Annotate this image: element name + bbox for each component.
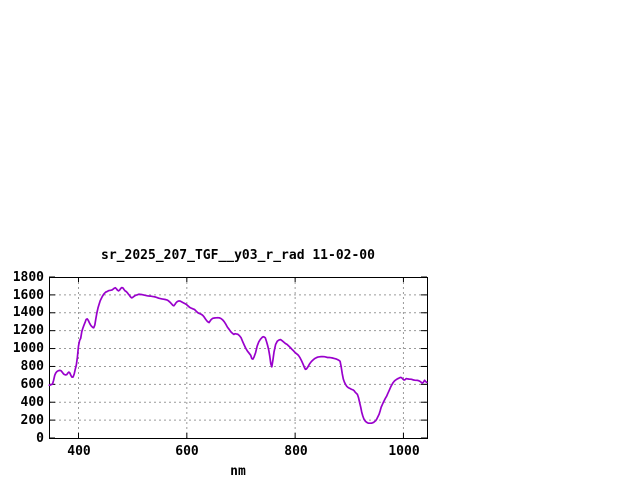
chart-title: sr_2025_207_TGF__y03_r_rad 11-02-00 [101, 248, 375, 263]
spectral-radiance-curve [48, 286, 428, 425]
y-tick-label: 1400 [12, 305, 44, 320]
y-tick-label: 1800 [12, 270, 44, 285]
y-tick-label: 1000 [12, 341, 44, 356]
plot-border [49, 277, 428, 439]
x-tick-label: 1000 [388, 444, 420, 459]
y-tick-label: 1200 [12, 323, 44, 338]
y-tick-label: 0 [36, 431, 44, 446]
y-tick-label: 800 [20, 359, 44, 374]
x-tick-label: 400 [67, 444, 91, 459]
x-tick-label: 600 [175, 444, 199, 459]
y-tick-label: 600 [20, 377, 44, 392]
x-tick-label: 800 [284, 444, 308, 459]
y-tick-label: 1600 [12, 288, 44, 303]
y-tick-label: 400 [20, 395, 44, 410]
x-axis-label: nm [230, 464, 246, 479]
y-tick-label: 200 [20, 413, 44, 428]
